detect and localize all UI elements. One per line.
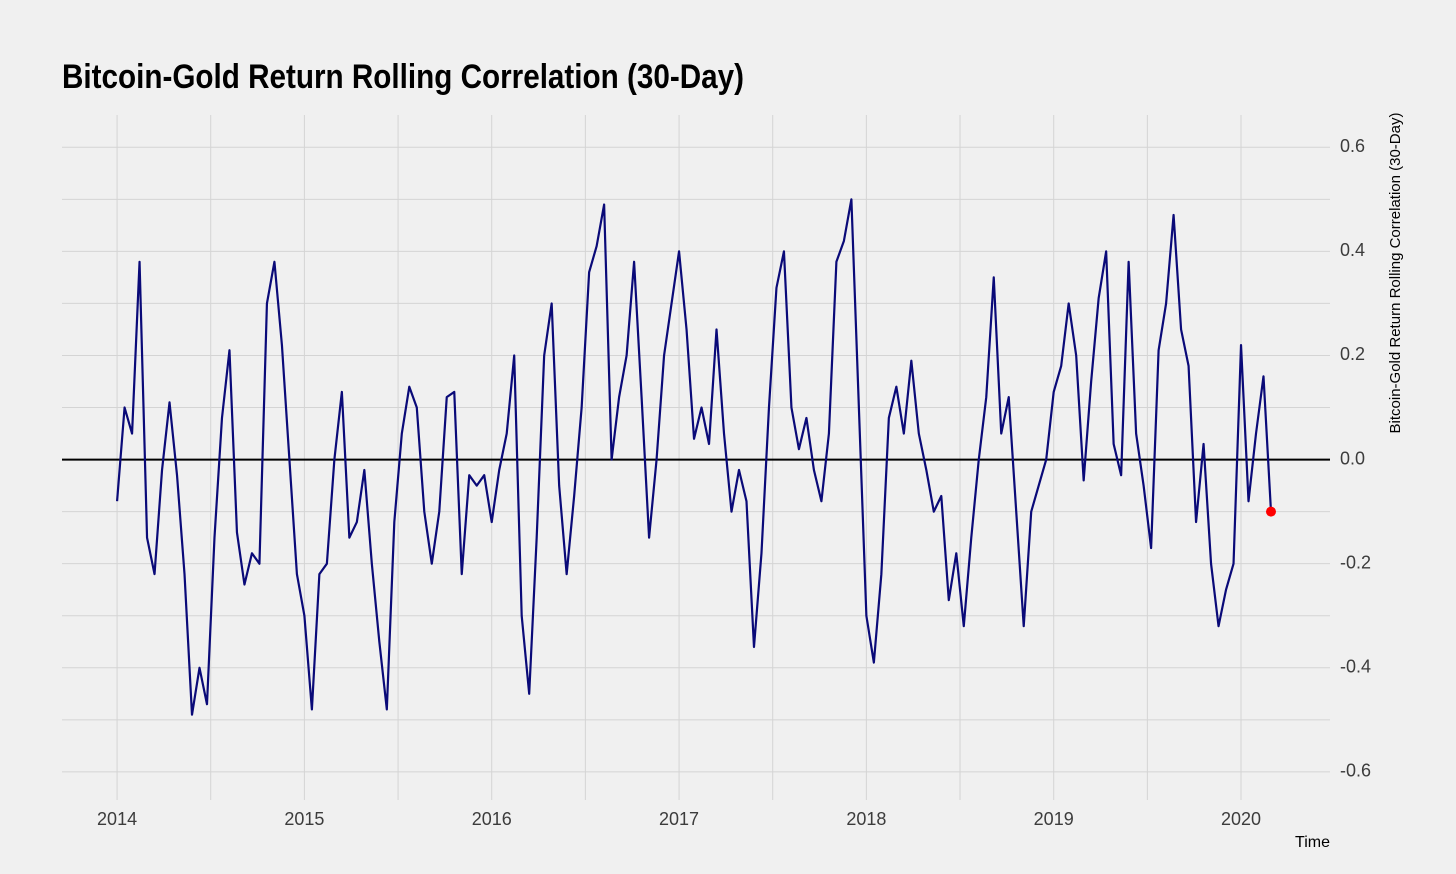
y-tick-label: 0.4 (1340, 240, 1365, 260)
x-tick-label: 2014 (97, 809, 137, 829)
x-tick-label: 2015 (284, 809, 324, 829)
x-axis-title: Time (1295, 834, 1330, 851)
series-line (115, 198, 1273, 716)
x-tick-label: 2017 (659, 809, 699, 829)
x-tick-label: 2016 (472, 809, 512, 829)
y-tick-label: -0.6 (1340, 761, 1371, 781)
y-axis-title: Bitcoin-Gold Return Rolling Correlation … (1387, 113, 1404, 434)
y-tick-label: -0.2 (1340, 552, 1371, 572)
x-tick-label: 2020 (1221, 809, 1261, 829)
x-tick-label: 2018 (846, 809, 886, 829)
y-tick-label: 0.0 (1340, 448, 1365, 468)
y-tick-label: 0.2 (1340, 344, 1365, 364)
chart-title: Bitcoin-Gold Return Rolling Correlation … (62, 58, 744, 96)
y-tick-label: 0.6 (1340, 136, 1365, 156)
x-tick-label: 2019 (1034, 809, 1074, 829)
last-point (1265, 506, 1276, 517)
y-tick-label: -0.4 (1340, 657, 1371, 677)
